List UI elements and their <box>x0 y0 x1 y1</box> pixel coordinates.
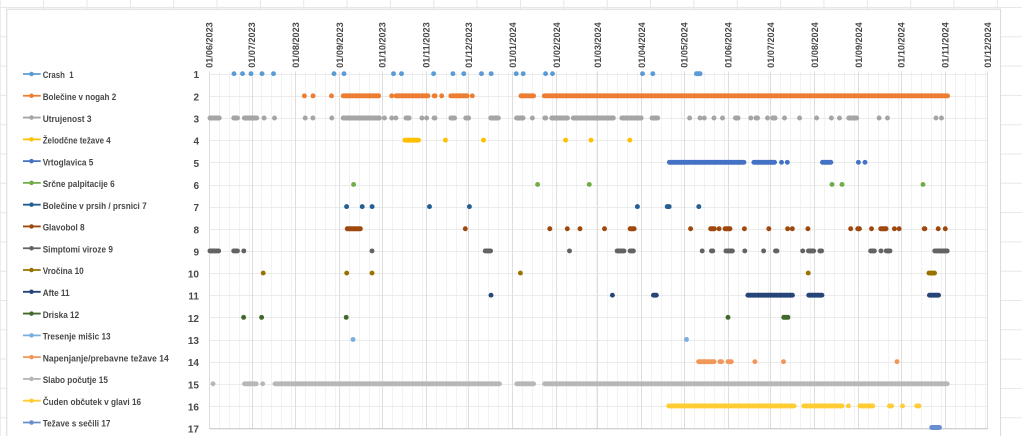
svg-text:5: 5 <box>193 159 199 170</box>
svg-text:01/06/2023: 01/06/2023 <box>205 22 215 68</box>
svg-text:01/11/2024: 01/11/2024 <box>941 22 951 68</box>
svg-text:4: 4 <box>193 137 199 148</box>
svg-text:8: 8 <box>193 225 199 236</box>
svg-text:Simptomi viroze 9: Simptomi viroze 9 <box>43 244 113 254</box>
svg-text:Utrujenost 3: Utrujenost 3 <box>43 114 92 124</box>
svg-text:1: 1 <box>193 70 199 81</box>
svg-text:Napenjanje/prebavne težave 14: Napenjanje/prebavne težave 14 <box>43 353 169 363</box>
svg-text:6: 6 <box>193 181 199 192</box>
svg-text:01/07/2024: 01/07/2024 <box>766 22 776 68</box>
svg-text:01/04/2024: 01/04/2024 <box>637 22 647 68</box>
svg-text:10: 10 <box>188 270 200 281</box>
svg-text:2: 2 <box>193 92 199 103</box>
svg-text:16: 16 <box>188 402 200 413</box>
svg-text:01/08/2024: 01/08/2024 <box>810 22 820 68</box>
svg-text:Crash 1: Crash 1 <box>43 70 74 80</box>
svg-text:01/08/2023: 01/08/2023 <box>291 22 301 68</box>
svg-text:01/01/2024: 01/01/2024 <box>508 22 518 68</box>
svg-text:01/10/2024: 01/10/2024 <box>897 22 907 68</box>
svg-text:Tresenje mišic 13: Tresenje mišic 13 <box>43 332 111 342</box>
svg-text:17: 17 <box>188 425 200 436</box>
svg-text:14: 14 <box>188 358 200 369</box>
svg-text:01/11/2023: 01/11/2023 <box>422 22 432 68</box>
svg-text:01/05/2024: 01/05/2024 <box>680 22 690 68</box>
svg-text:Afte 11: Afte 11 <box>43 288 70 298</box>
svg-text:9: 9 <box>193 247 199 258</box>
svg-text:Čuden občutek v glavi 16: Čuden občutek v glavi 16 <box>43 396 141 407</box>
svg-text:01/02/2024: 01/02/2024 <box>552 22 562 68</box>
svg-text:01/10/2023: 01/10/2023 <box>378 22 388 68</box>
svg-text:01/12/2023: 01/12/2023 <box>464 22 474 68</box>
svg-text:01/06/2024: 01/06/2024 <box>724 22 734 68</box>
svg-text:12: 12 <box>188 314 200 325</box>
svg-text:Težave s sečili 17: Težave s sečili 17 <box>43 419 111 429</box>
svg-text:Bolečine v prsih / prsnici 7: Bolečine v prsih / prsnici 7 <box>43 201 147 211</box>
svg-text:Vročina 10: Vročina 10 <box>43 266 84 276</box>
svg-text:Vrtoglavica 5: Vrtoglavica 5 <box>43 157 94 167</box>
svg-text:Bolečine v nogah 2: Bolečine v nogah 2 <box>43 92 117 102</box>
svg-text:13: 13 <box>188 336 200 347</box>
svg-text:Želodčne težave 4: Želodčne težave 4 <box>43 135 111 146</box>
svg-text:Slabo počutje 15: Slabo počutje 15 <box>43 375 108 385</box>
svg-text:Srčne palpitacije 6: Srčne palpitacije 6 <box>43 179 115 189</box>
svg-text:01/09/2023: 01/09/2023 <box>335 22 345 68</box>
svg-text:3: 3 <box>193 115 199 126</box>
svg-text:01/12/2024: 01/12/2024 <box>983 22 993 68</box>
svg-text:Driska 12: Driska 12 <box>43 310 80 320</box>
svg-text:15: 15 <box>188 380 200 391</box>
svg-text:01/07/2023: 01/07/2023 <box>247 22 257 68</box>
svg-text:7: 7 <box>193 203 199 214</box>
svg-text:Glavobol 8: Glavobol 8 <box>43 223 85 233</box>
svg-text:01/09/2024: 01/09/2024 <box>854 22 864 68</box>
svg-text:11: 11 <box>188 292 199 303</box>
svg-text:01/03/2024: 01/03/2024 <box>593 22 603 68</box>
